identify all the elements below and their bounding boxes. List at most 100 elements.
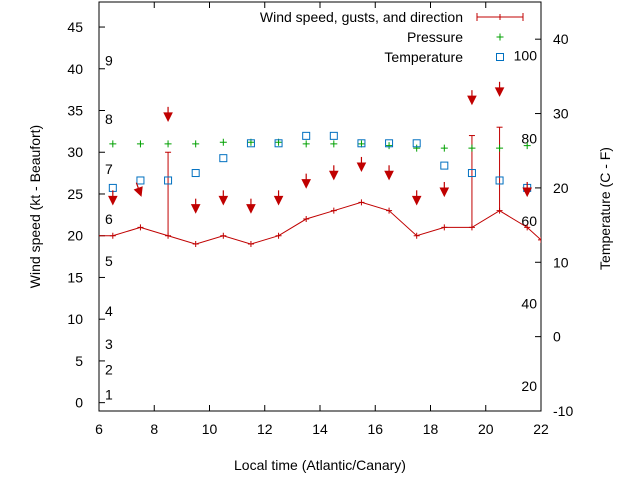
x-tick-label: 8 — [150, 421, 158, 437]
legend-wind-point — [497, 14, 503, 20]
temperature-point — [412, 139, 421, 148]
pressure-point — [192, 140, 200, 148]
beaufort-label: 4 — [105, 303, 113, 319]
pressure-point — [109, 140, 117, 148]
arrow-head — [190, 204, 201, 214]
fahrenheit-label: 100 — [514, 48, 538, 64]
y-left-tick-label: 20 — [67, 228, 83, 244]
arrow-head — [218, 195, 229, 206]
pressure-point — [136, 140, 144, 148]
wind-direction-arrow — [218, 190, 229, 206]
wind-speed-point — [247, 241, 254, 248]
legend-label: Wind speed, gusts, and direction — [260, 9, 463, 25]
wind-direction-arrow — [439, 181, 450, 198]
wind-speed-point — [538, 236, 541, 243]
temperature-point — [136, 176, 145, 185]
wind-direction-arrow — [522, 181, 532, 198]
wind-direction-arrow — [163, 106, 173, 122]
beaufort-label: 5 — [105, 253, 113, 269]
y-right-tick-label: 20 — [553, 180, 569, 196]
y-left-tick-label: 45 — [67, 19, 83, 35]
beaufort-label: 2 — [105, 361, 113, 377]
pressure-point — [440, 144, 448, 152]
fahrenheit-label: 60 — [521, 213, 537, 229]
temperature-point — [495, 176, 504, 185]
temperature-point — [302, 131, 311, 140]
y-right-tick-label: 10 — [553, 254, 569, 270]
temperature-point — [467, 169, 476, 178]
wind-direction-arrow — [246, 198, 256, 214]
x-tick-label: 12 — [257, 421, 273, 437]
y-left-tick-label: 30 — [67, 144, 83, 160]
arrow-head — [494, 87, 505, 97]
wind-direction-arrow — [273, 190, 284, 206]
arrow-head — [246, 204, 256, 214]
beaufort-label: 9 — [105, 52, 113, 68]
y-left-tick-label: 10 — [67, 311, 83, 327]
arrow-head — [467, 95, 477, 106]
fahrenheit-label: 20 — [521, 378, 537, 394]
y-left-tick-label: 35 — [67, 103, 83, 119]
pressure-point — [330, 140, 338, 148]
arrow-head — [384, 170, 394, 181]
beaufort-label: 1 — [105, 386, 113, 402]
y-right-tick-label: 30 — [553, 106, 569, 122]
wind-speed-line — [99, 201, 541, 245]
temperature-point — [246, 139, 255, 148]
x-axis-label: Local time (Atlantic/Canary) — [234, 457, 406, 473]
wind-direction-arrow — [494, 81, 505, 97]
y-axis-right-label: Temperature (C - F) — [597, 147, 613, 270]
arrow-head — [411, 195, 422, 206]
arrow-head — [522, 187, 532, 198]
legend-label: Temperature — [384, 49, 463, 65]
arrow-head — [329, 170, 339, 181]
temperature-point — [357, 139, 366, 148]
pressure-point — [302, 140, 310, 148]
x-tick-label: 18 — [423, 421, 439, 437]
temperature-point — [164, 176, 173, 185]
wind-speed-point — [413, 232, 420, 239]
y-left-tick-label: 5 — [75, 353, 83, 369]
ticks-layer: 6 8 10 12 14 16 18 20 22051015202530354045-10010… — [67, 2, 573, 437]
wind-speed-point — [330, 207, 337, 214]
arrow-head — [301, 179, 311, 189]
beaufort-label: 3 — [105, 336, 113, 352]
pressure-point — [219, 138, 227, 146]
legend-label: Pressure — [407, 29, 463, 45]
wind-speed-point — [303, 216, 310, 223]
temperature-point — [219, 154, 228, 163]
wind-direction-arrow — [108, 190, 118, 206]
wind-direction-arrow — [356, 156, 367, 173]
arrow-head — [108, 195, 118, 206]
y-left-tick-label: 40 — [67, 61, 83, 77]
pressure-point — [413, 144, 421, 152]
wind-speed-point — [220, 232, 227, 239]
beaufort-label: 8 — [105, 111, 113, 127]
wind-speed-point — [82, 233, 88, 239]
wind-speed-point — [137, 224, 144, 231]
wind-speed-point — [386, 207, 393, 214]
wind-speed-point — [275, 232, 282, 239]
arrow-head — [163, 112, 173, 122]
pressure-point — [357, 140, 365, 148]
x-tick-label: 14 — [312, 421, 328, 437]
pressure-point — [164, 140, 172, 148]
wind-direction-arrow — [329, 165, 339, 181]
wind-speed-point — [524, 224, 531, 231]
pressure-point — [468, 144, 476, 152]
arrow-head — [356, 162, 367, 173]
wind-direction-arrow — [467, 90, 477, 106]
wind-speed-point — [358, 199, 365, 206]
x-tick-label: 10 — [202, 421, 218, 437]
arrow-head — [133, 186, 143, 197]
y-right-tick-label: 0 — [553, 329, 561, 345]
wind-direction-arrow — [411, 190, 422, 206]
arrow-head — [439, 187, 450, 198]
legend: Wind speed, gusts, and direction Pressure… — [260, 9, 524, 65]
wind-speed-point — [441, 224, 448, 231]
plot-frame — [98, 1, 542, 412]
legend-temperature-swatch — [496, 53, 504, 61]
temperature-point — [385, 139, 394, 148]
